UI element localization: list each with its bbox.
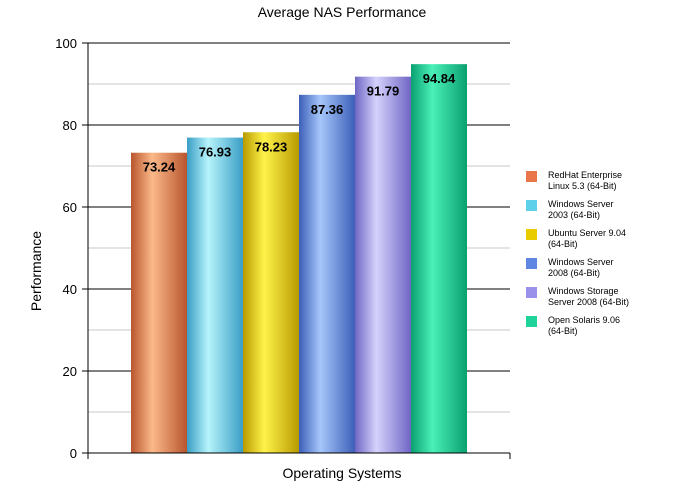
legend-entry-label: Open Solaris 9.06 (64-Bit) [548, 315, 620, 336]
legend-swatch [526, 171, 537, 182]
legend-entry-label: Ubuntu Server 9.04 (64-Bit) [548, 228, 626, 249]
legend: RedHat Enterprise Linux 5.3 (64-Bit) Windo… [526, 170, 629, 336]
y-axis-title: Performance [28, 231, 44, 311]
bar-value-label: 78.23 [255, 139, 288, 154]
chart-title: Average NAS Performance [258, 4, 427, 20]
legend-swatch [526, 229, 537, 240]
legend-swatch [526, 287, 537, 298]
y-tick-label: 100 [55, 36, 77, 51]
legend-swatch [526, 316, 537, 327]
bar [187, 137, 243, 453]
bar-value-label: 73.24 [143, 160, 176, 175]
axes: 0 20 40 60 80 100 [55, 36, 511, 461]
legend-swatch [526, 200, 537, 211]
legend-entry-label: Windows Storage Server 2008 (64-Bit) [548, 286, 629, 307]
legend-entry-label: RedHat Enterprise Linux 5.3 (64-Bit) [548, 170, 622, 191]
bar [243, 132, 299, 453]
bar [299, 94, 355, 453]
bar [411, 64, 467, 453]
legend-swatch [526, 258, 537, 269]
bar [355, 76, 411, 453]
bar [131, 152, 187, 453]
x-axis-title: Operating Systems [282, 465, 401, 481]
y-tick-label: 0 [70, 446, 77, 461]
bar-value-label: 76.93 [199, 145, 232, 160]
y-tick-label: 20 [63, 364, 77, 379]
legend-entry-label: Windows Server 2003 (64-Bit) [548, 199, 614, 220]
y-tick-label: 40 [63, 282, 77, 297]
legend-entry-label: Windows Server 2008 (64-Bit) [548, 257, 614, 278]
bars: 73.24 76.93 78.23 87.36 91.79 94.84 [131, 64, 467, 453]
bar-value-label: 91.79 [367, 84, 400, 99]
y-tick-label: 80 [63, 118, 77, 133]
bar-value-label: 87.36 [311, 102, 344, 117]
y-tick-label: 60 [63, 200, 77, 215]
bar-value-label: 94.84 [423, 71, 456, 86]
